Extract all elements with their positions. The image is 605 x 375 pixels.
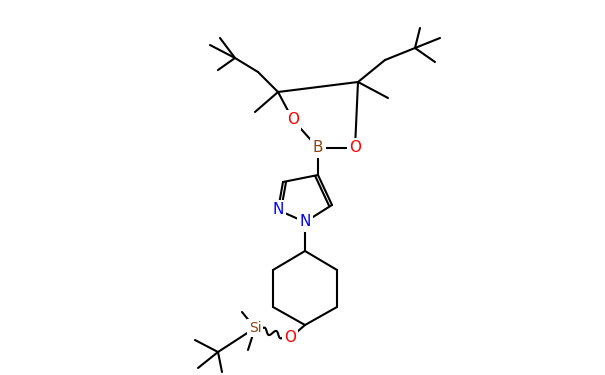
Text: N: N [299, 214, 311, 230]
Text: O: O [284, 330, 296, 345]
Text: B: B [313, 141, 323, 156]
Text: O: O [287, 112, 299, 128]
Text: Si: Si [249, 321, 261, 335]
Text: O: O [349, 141, 361, 156]
Text: N: N [272, 202, 284, 217]
